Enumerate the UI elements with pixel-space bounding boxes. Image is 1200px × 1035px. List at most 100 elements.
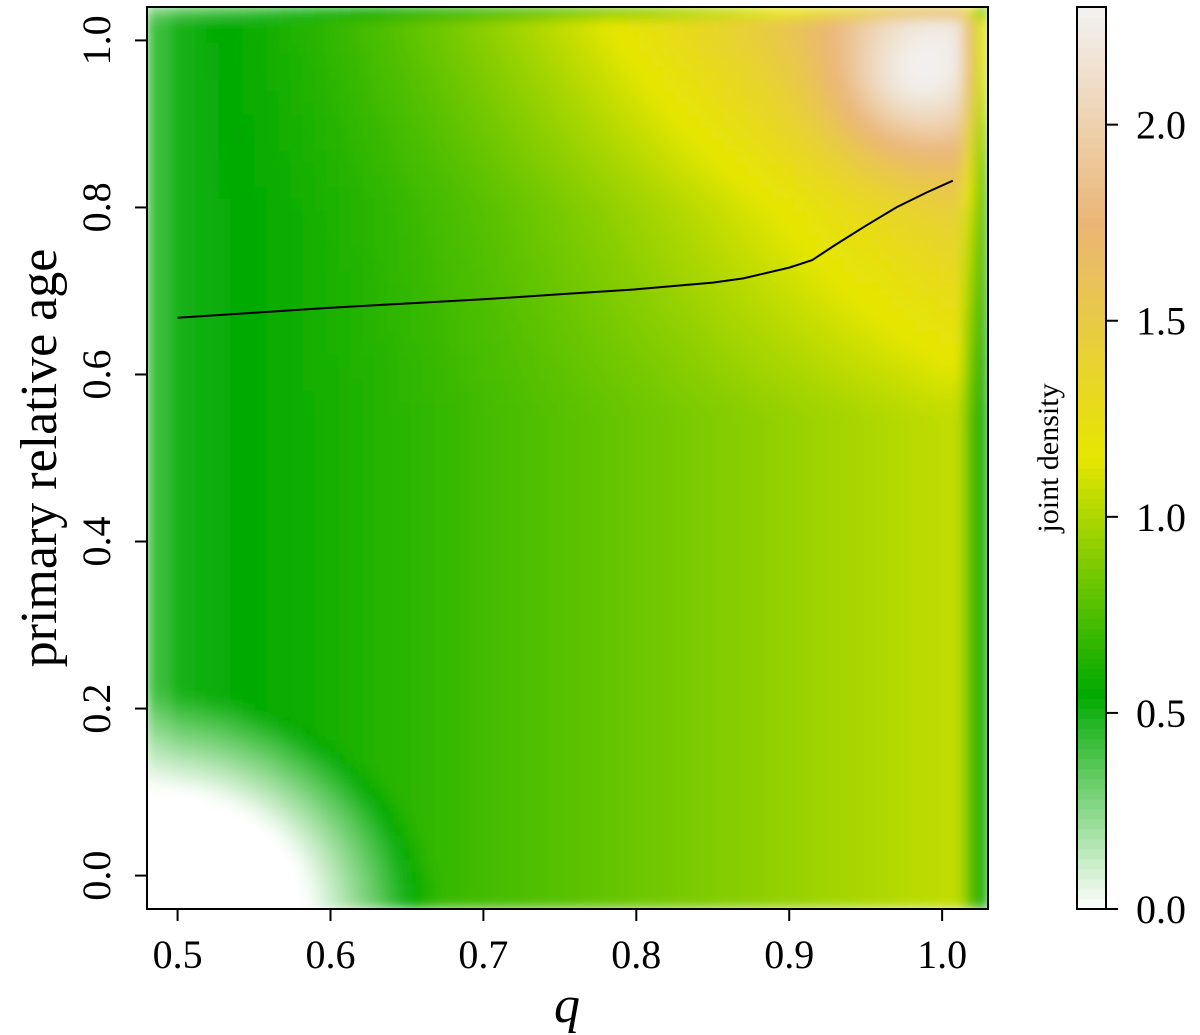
heatmap-cell xyxy=(639,150,653,164)
heatmap-cell xyxy=(927,728,941,742)
heatmap-cell xyxy=(314,740,328,754)
heatmap-cell xyxy=(362,848,376,862)
heatmap-cell xyxy=(446,271,460,285)
heatmap-cell xyxy=(374,18,388,32)
heatmap-cell xyxy=(482,692,496,706)
heatmap-cell xyxy=(831,824,845,838)
heatmap-cell xyxy=(482,30,496,44)
heatmap-cell xyxy=(831,776,845,790)
heatmap-cell xyxy=(927,511,941,525)
heatmap-cell xyxy=(879,367,893,381)
heatmap-cell xyxy=(242,704,256,718)
heatmap-cell xyxy=(915,728,929,742)
heatmap-cell xyxy=(266,403,280,417)
heatmap-cell xyxy=(711,247,725,261)
heatmap-cell xyxy=(759,643,773,657)
heatmap-cell xyxy=(326,607,340,621)
heatmap-cell xyxy=(494,283,508,297)
heatmap-cell xyxy=(747,415,761,429)
heatmap-cell xyxy=(651,247,665,261)
heatmap-cell xyxy=(711,391,725,405)
heatmap-cell xyxy=(567,619,581,633)
heatmap-cell xyxy=(386,812,400,826)
heatmap-cell xyxy=(879,439,893,453)
heatmap-cell xyxy=(147,186,160,200)
heatmap-cell xyxy=(194,752,208,766)
heatmap-cell xyxy=(422,391,436,405)
heatmap-cell xyxy=(218,391,232,405)
heatmap-cell xyxy=(206,319,220,333)
heatmap-cell xyxy=(254,667,268,681)
heatmap-cell xyxy=(687,836,701,850)
heatmap-cell xyxy=(398,679,412,694)
heatmap-cell xyxy=(362,102,376,116)
heatmap-cell xyxy=(927,704,941,718)
heatmap-cell xyxy=(170,884,184,898)
heatmap-cell xyxy=(470,138,484,152)
heatmap-cell xyxy=(194,764,208,778)
heatmap-cell xyxy=(771,283,785,297)
heatmap-cell xyxy=(518,655,532,669)
heatmap-cell xyxy=(362,259,376,273)
heatmap-cell xyxy=(374,812,388,826)
heatmap-cell xyxy=(434,343,448,357)
heatmap-cell xyxy=(795,499,809,513)
heatmap-cell xyxy=(771,523,785,537)
heatmap-cell xyxy=(903,343,917,357)
heatmap-cell xyxy=(530,102,544,116)
heatmap-cell xyxy=(374,295,388,309)
heatmap-cell xyxy=(506,307,520,321)
heatmap-cell xyxy=(470,427,484,441)
heatmap-cell xyxy=(542,186,556,200)
heatmap-cell xyxy=(542,54,556,68)
heatmap-cell xyxy=(518,511,532,525)
heatmap-cell xyxy=(362,716,376,730)
heatmap-cell xyxy=(879,511,893,525)
heatmap-cell xyxy=(591,247,605,261)
heatmap-cell xyxy=(386,872,400,886)
heatmap-cell xyxy=(867,583,881,597)
heatmap-cell xyxy=(903,259,917,273)
heatmap-cell xyxy=(783,716,797,730)
heatmap-cell xyxy=(374,728,388,742)
heatmap-cell xyxy=(554,331,568,345)
heatmap-cell xyxy=(302,162,316,176)
heatmap-cell xyxy=(687,90,701,104)
heatmap-cell xyxy=(843,102,857,116)
heatmap-cell xyxy=(254,198,268,212)
heatmap-cell xyxy=(218,667,232,681)
heatmap-cell xyxy=(290,535,304,549)
heatmap-cell xyxy=(735,18,749,32)
heatmap-cell xyxy=(711,800,725,814)
heatmap-cell xyxy=(386,800,400,814)
heatmap-cell xyxy=(711,619,725,633)
heatmap-cell xyxy=(795,283,809,297)
heatmap-cell xyxy=(434,283,448,297)
heatmap-cell xyxy=(170,667,184,681)
heatmap-cell xyxy=(314,836,328,850)
heatmap-cell xyxy=(603,752,617,766)
heatmap-cell xyxy=(242,595,256,609)
heatmap-cell xyxy=(458,102,472,116)
heatmap-cell xyxy=(446,571,460,585)
heatmap-cell xyxy=(147,367,160,381)
heatmap-cell xyxy=(326,728,340,742)
heatmap-cell xyxy=(735,295,749,309)
heatmap-cell xyxy=(362,607,376,621)
heatmap-cell xyxy=(147,607,160,621)
heatmap-cell xyxy=(362,138,376,152)
heatmap-cell xyxy=(446,788,460,802)
heatmap-cell xyxy=(194,812,208,826)
heatmap-cell xyxy=(374,162,388,176)
heatmap-cell xyxy=(242,126,256,140)
heatmap-cell xyxy=(627,319,641,333)
heatmap-cell xyxy=(374,391,388,405)
heatmap-cell xyxy=(699,162,713,176)
heatmap-cell xyxy=(494,535,508,549)
heatmap-cell xyxy=(783,776,797,790)
heatmap-cell xyxy=(927,716,941,730)
heatmap-cell xyxy=(711,896,725,909)
heatmap-cell xyxy=(266,740,280,754)
heatmap-cell xyxy=(170,571,184,585)
heatmap-cell xyxy=(663,427,677,441)
